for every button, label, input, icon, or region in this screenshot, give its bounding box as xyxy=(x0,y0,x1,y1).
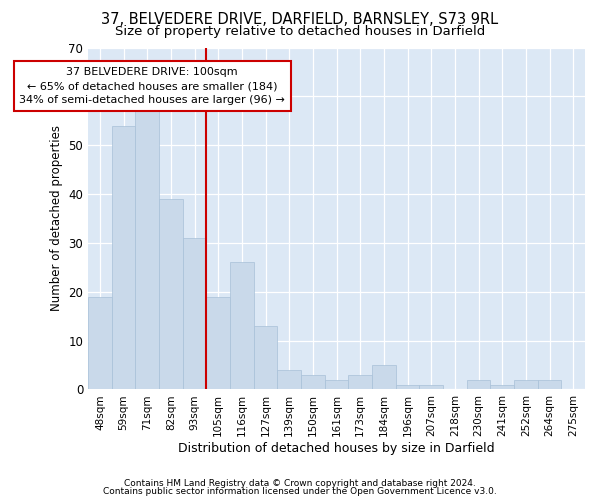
Bar xyxy=(467,380,490,390)
Bar xyxy=(301,375,325,390)
Bar xyxy=(159,199,183,390)
Bar xyxy=(230,262,254,390)
Bar xyxy=(183,238,206,390)
Bar xyxy=(206,296,230,390)
Bar xyxy=(325,380,349,390)
Text: Contains public sector information licensed under the Open Government Licence v3: Contains public sector information licen… xyxy=(103,487,497,496)
Text: 37 BELVEDERE DRIVE: 100sqm
← 65% of detached houses are smaller (184)
34% of sem: 37 BELVEDERE DRIVE: 100sqm ← 65% of deta… xyxy=(19,67,285,105)
Bar xyxy=(419,384,443,390)
Text: 37, BELVEDERE DRIVE, DARFIELD, BARNSLEY, S73 9RL: 37, BELVEDERE DRIVE, DARFIELD, BARNSLEY,… xyxy=(101,12,499,28)
Text: Contains HM Land Registry data © Crown copyright and database right 2024.: Contains HM Land Registry data © Crown c… xyxy=(124,478,476,488)
Bar xyxy=(277,370,301,390)
Bar xyxy=(88,296,112,390)
Bar xyxy=(396,384,419,390)
Bar xyxy=(254,326,277,390)
X-axis label: Distribution of detached houses by size in Darfield: Distribution of detached houses by size … xyxy=(178,442,495,455)
Y-axis label: Number of detached properties: Number of detached properties xyxy=(50,126,63,312)
Bar xyxy=(514,380,538,390)
Bar xyxy=(490,384,514,390)
Bar xyxy=(538,380,562,390)
Bar xyxy=(372,365,396,390)
Text: Size of property relative to detached houses in Darfield: Size of property relative to detached ho… xyxy=(115,25,485,38)
Bar xyxy=(112,126,136,390)
Bar xyxy=(136,111,159,390)
Bar xyxy=(349,375,372,390)
